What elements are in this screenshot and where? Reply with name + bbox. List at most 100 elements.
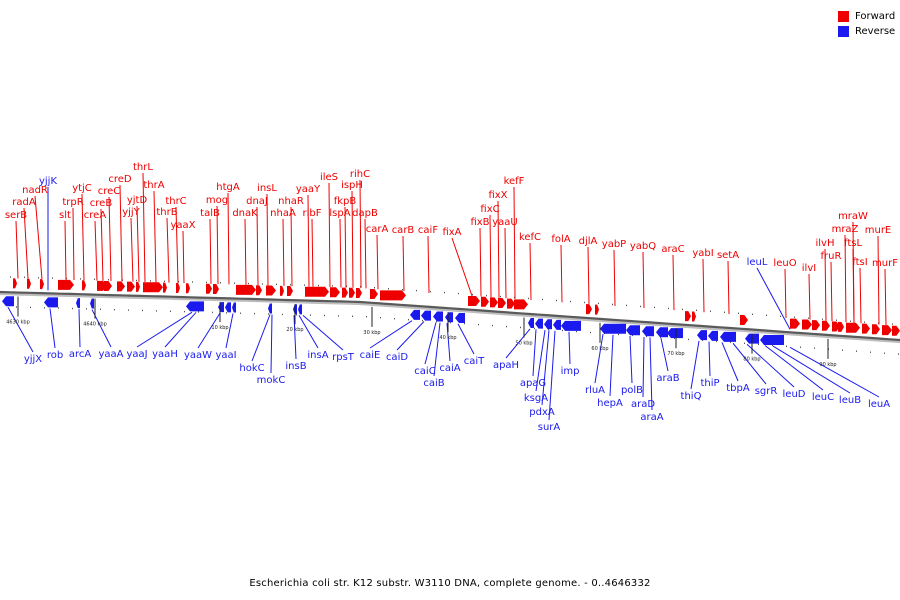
- reverse-gene-arrow[interactable]: [544, 319, 552, 330]
- forward-gene-arrow[interactable]: [266, 285, 276, 296]
- reverse-gene-arrow[interactable]: [2, 296, 14, 307]
- forward-gene-arrow[interactable]: [27, 278, 31, 289]
- reverse-gene-arrow[interactable]: [528, 318, 534, 329]
- forward-gene-arrow[interactable]: [380, 290, 406, 301]
- forward-gene-arrow[interactable]: [206, 283, 212, 294]
- forward-gene-arrow[interactable]: [213, 284, 219, 294]
- forward-gene-arrow[interactable]: [13, 278, 17, 289]
- forward-gene-arrow[interactable]: [256, 285, 262, 296]
- forward-gene-arrow[interactable]: [507, 298, 515, 309]
- forward-gene-arrow[interactable]: [882, 325, 892, 336]
- forward-gene-arrow[interactable]: [342, 287, 348, 298]
- reverse-gene-arrow[interactable]: [186, 301, 204, 312]
- forward-gene-arrow[interactable]: [862, 323, 870, 334]
- forward-gene-arrow[interactable]: [287, 286, 293, 297]
- forward-gene-arrow[interactable]: [186, 283, 190, 294]
- reverse-gene-arrow[interactable]: [667, 328, 683, 339]
- forward-gene-arrow[interactable]: [58, 279, 74, 290]
- reverse-gene-arrow[interactable]: [445, 312, 453, 323]
- reverse-gene-arrow[interactable]: [561, 320, 581, 331]
- forward-gene-leader: [182, 230, 185, 284]
- forward-gene-leader: [830, 261, 833, 322]
- reverse-gene-arrow[interactable]: [642, 326, 654, 337]
- reverse-tick: [240, 312, 241, 314]
- forward-gene-arrow[interactable]: [498, 297, 506, 308]
- reverse-tick: [702, 339, 703, 341]
- reverse-gene-arrow[interactable]: [76, 298, 80, 309]
- reverse-gene-arrow[interactable]: [268, 303, 272, 314]
- forward-tick: [486, 294, 487, 297]
- forward-gene-arrow[interactable]: [846, 322, 860, 333]
- reverse-gene-arrow[interactable]: [298, 304, 302, 315]
- forward-gene-arrow[interactable]: [822, 320, 830, 331]
- forward-tick: [864, 321, 865, 323]
- forward-gene-arrow[interactable]: [586, 304, 592, 315]
- forward-tick: [780, 315, 781, 317]
- forward-gene-label: fixX: [488, 190, 507, 201]
- forward-gene-arrow[interactable]: [356, 287, 362, 298]
- forward-gene-label: insL: [257, 183, 277, 194]
- forward-gene-arrow[interactable]: [117, 281, 125, 292]
- forward-gene-arrow[interactable]: [330, 287, 340, 298]
- forward-gene-arrow[interactable]: [802, 319, 812, 330]
- reverse-gene-arrow[interactable]: [760, 334, 784, 345]
- forward-gene-leader: [497, 200, 500, 298]
- reverse-gene-arrow[interactable]: [44, 297, 58, 308]
- forward-gene-label: dnaJ: [246, 196, 268, 207]
- forward-gene-arrow[interactable]: [740, 315, 748, 326]
- reverse-tick: [128, 309, 129, 311]
- forward-gene-arrow[interactable]: [104, 281, 112, 291]
- reverse-gene-arrow[interactable]: [535, 318, 543, 329]
- reverse-gene-arrow[interactable]: [218, 302, 224, 313]
- reverse-gene-label: yjjK: [39, 176, 57, 187]
- reverse-gene-arrow[interactable]: [433, 311, 443, 322]
- forward-gene-arrow[interactable]: [349, 287, 355, 298]
- forward-gene-arrow[interactable]: [692, 311, 696, 322]
- forward-gene-arrow[interactable]: [370, 288, 378, 299]
- forward-gene-arrow[interactable]: [685, 311, 691, 322]
- reverse-gene-arrow[interactable]: [697, 330, 707, 341]
- forward-gene-arrow[interactable]: [468, 296, 480, 307]
- forward-gene-leader: [15, 220, 19, 279]
- reverse-gene-arrow[interactable]: [708, 330, 718, 341]
- forward-gene-arrow[interactable]: [143, 282, 163, 293]
- reverse-gene-arrow[interactable]: [455, 313, 465, 324]
- reverse-gene-label: rpsT: [332, 352, 355, 363]
- reverse-gene-arrow[interactable]: [232, 302, 236, 313]
- reverse-gene-arrow[interactable]: [421, 310, 431, 321]
- forward-gene-arrow[interactable]: [82, 280, 86, 291]
- forward-tick: [836, 319, 837, 321]
- reverse-gene-arrow[interactable]: [225, 302, 231, 313]
- reverse-tick: [576, 330, 577, 333]
- reverse-gene-arrow[interactable]: [626, 325, 640, 336]
- forward-gene-leader: [402, 235, 405, 292]
- forward-gene-label: dapB: [352, 208, 378, 219]
- forward-gene-arrow[interactable]: [163, 282, 167, 293]
- forward-gene-leader: [136, 205, 140, 282]
- forward-gene-arrow[interactable]: [490, 297, 498, 308]
- forward-gene-arrow[interactable]: [892, 325, 900, 336]
- forward-gene-arrow[interactable]: [514, 299, 528, 310]
- forward-gene-arrow[interactable]: [838, 321, 844, 332]
- forward-gene-arrow[interactable]: [40, 279, 44, 290]
- reverse-gene-arrow[interactable]: [656, 327, 668, 338]
- reverse-gene-arrow[interactable]: [553, 319, 561, 330]
- forward-gene-label: trpR: [62, 197, 83, 208]
- reverse-gene-arrow[interactable]: [600, 323, 626, 334]
- forward-gene-arrow[interactable]: [127, 281, 135, 292]
- forward-gene-arrow[interactable]: [136, 281, 140, 292]
- forward-gene-arrow[interactable]: [280, 285, 284, 296]
- forward-gene-arrow[interactable]: [872, 324, 880, 335]
- forward-gene-arrow[interactable]: [236, 284, 256, 295]
- forward-gene-arrow[interactable]: [790, 318, 800, 329]
- forward-gene-arrow[interactable]: [481, 296, 489, 307]
- reverse-gene-arrow[interactable]: [720, 331, 736, 342]
- forward-tick: [794, 316, 795, 318]
- forward-gene-arrow[interactable]: [176, 282, 180, 293]
- forward-gene-arrow[interactable]: [305, 286, 329, 297]
- reverse-gene-arrow[interactable]: [90, 298, 94, 309]
- scale-label: 40 kbp: [439, 335, 456, 341]
- forward-gene-arrow[interactable]: [595, 304, 599, 315]
- forward-gene-arrow[interactable]: [812, 320, 820, 331]
- reverse-gene-arrow[interactable]: [410, 309, 420, 320]
